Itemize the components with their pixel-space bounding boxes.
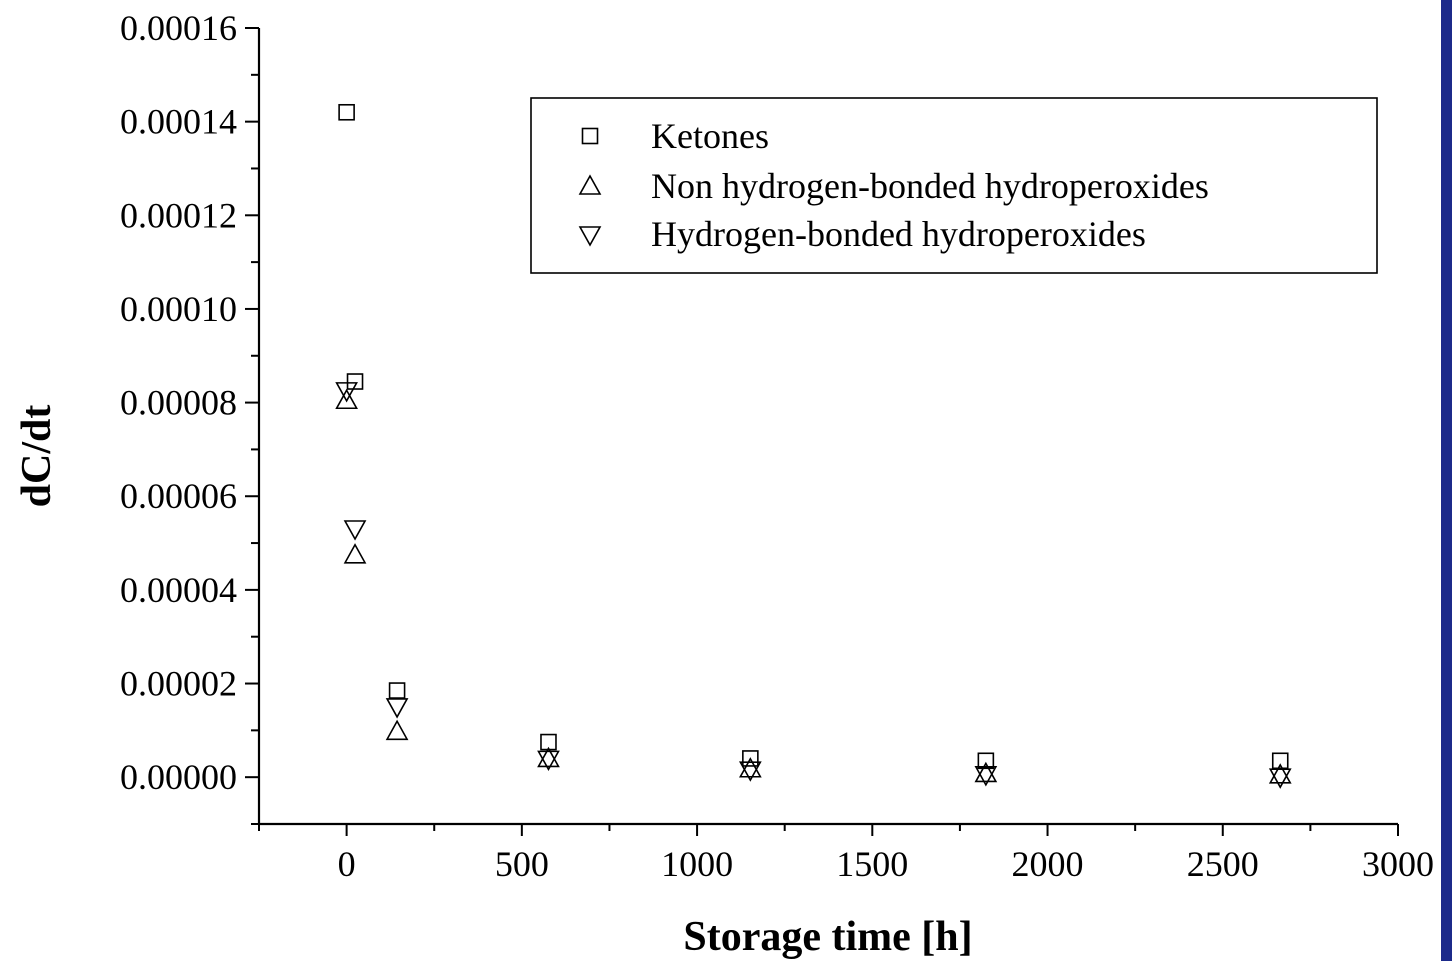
y-axis-ticks: 0.00000 0.00002 0.00004 0.00006 0.00008 0.000… [120,8,259,824]
hydrogen-bonded-point [387,699,407,717]
y-axis-title: dC/dt [14,405,60,508]
x-tick-label: 2500 [1187,844,1259,884]
legend-label-non-hydrogen-bonded: Non hydrogen-bonded hydroperoxides [651,166,1209,206]
y-tick-label: 0.00002 [120,664,237,704]
y-tick-label: 0.00016 [120,8,237,48]
y-tick-label: 0.00008 [120,383,237,423]
ketones-point [390,683,405,698]
x-axis-title: Storage time [h] [683,914,972,960]
x-tick-label: 0 [338,844,356,884]
right-edge-bar [1441,0,1452,961]
x-tick-label: 1000 [661,844,733,884]
y-tick-label: 0.00006 [120,476,237,516]
non-hydrogen-bonded-point [345,545,365,563]
x-tick-label: 2000 [1012,844,1084,884]
y-tick-label: 0.00012 [120,195,237,235]
ketones-point [339,105,354,120]
y-tick-label: 0.00014 [120,102,237,142]
x-tick-label: 1500 [836,844,908,884]
y-tick-label: 0.00004 [120,570,237,610]
legend: Ketones Non hydrogen-bonded hydroperoxid… [531,98,1377,273]
hydrogen-bonded-point [345,521,365,539]
y-tick-label: 0.00000 [120,757,237,797]
non-hydrogen-bonded-point [387,721,407,739]
legend-label-hydrogen-bonded: Hydrogen-bonded hydroperoxides [651,214,1146,254]
x-tick-label: 3000 [1362,844,1434,884]
y-tick-label: 0.00010 [120,289,237,329]
x-axis-ticks: 0 500 1000 1500 2000 2500 3000 [259,824,1434,884]
legend-label-ketones: Ketones [651,116,769,156]
x-tick-label: 500 [495,844,549,884]
